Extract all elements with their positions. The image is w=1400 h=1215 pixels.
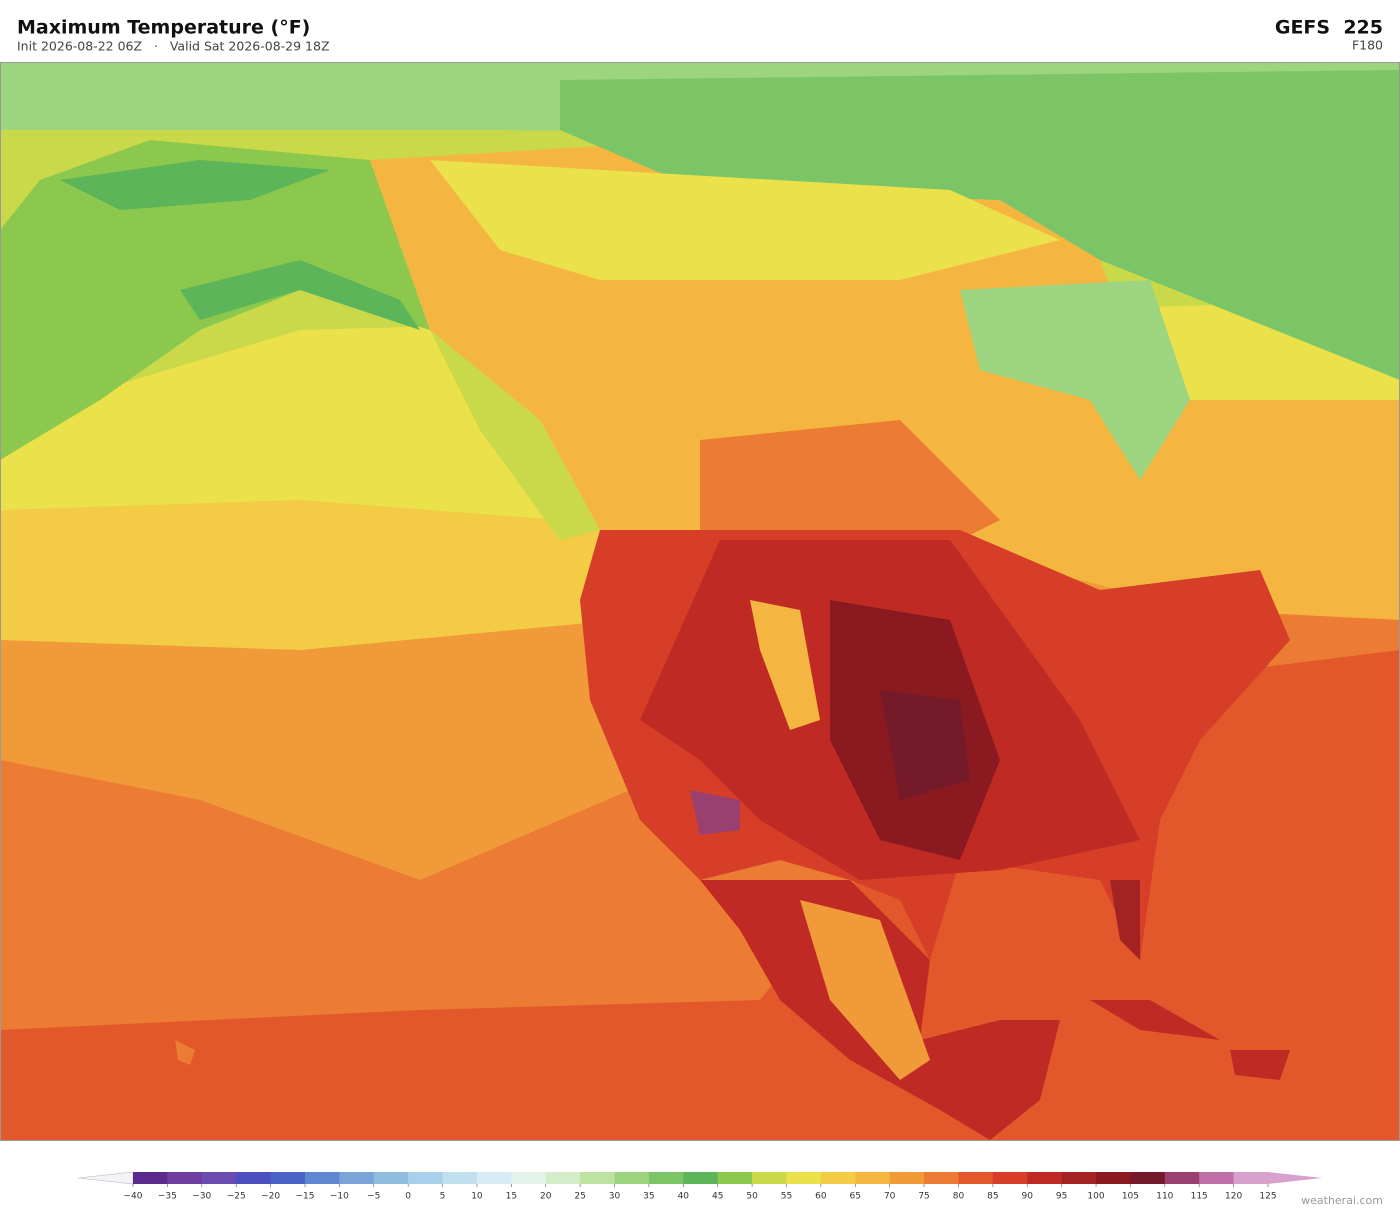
colorbar-swatch bbox=[133, 1172, 168, 1184]
hispaniola bbox=[1230, 1050, 1290, 1080]
colorbar-tick-label: 15 bbox=[506, 1192, 517, 1202]
colorbar-tick-label: 60 bbox=[815, 1192, 827, 1202]
alaska-north bbox=[60, 160, 330, 210]
colorbar-tick-label: −20 bbox=[261, 1192, 280, 1202]
colorbar-extend-high bbox=[1268, 1172, 1322, 1184]
colorbar-swatch bbox=[889, 1172, 925, 1184]
colorbar-swatch bbox=[201, 1172, 237, 1184]
colorbar-swatch bbox=[614, 1172, 650, 1184]
colorbar-swatch bbox=[236, 1172, 271, 1184]
colorbar-swatch bbox=[1027, 1172, 1062, 1184]
colorbar-tick-label: 105 bbox=[1122, 1192, 1139, 1202]
colorbar-tick-label: 75 bbox=[918, 1192, 929, 1202]
colorbar-swatch bbox=[752, 1172, 787, 1184]
colorbar-swatch bbox=[786, 1172, 822, 1184]
subtitle: Init 2026-08-22 06Z · Valid Sat 2026-08-… bbox=[17, 39, 330, 54]
colorbar-swatch bbox=[1130, 1172, 1166, 1184]
credit: weatherai.com bbox=[1301, 1194, 1383, 1207]
desert-southwest bbox=[690, 790, 740, 835]
mexican-plateau bbox=[800, 900, 930, 1080]
colorbar-tick-label: 125 bbox=[1259, 1192, 1276, 1202]
colorbar-swatch bbox=[373, 1172, 409, 1184]
colorbar-swatch bbox=[476, 1172, 512, 1184]
colorbar-swatch bbox=[1096, 1172, 1131, 1184]
rockies bbox=[750, 600, 820, 730]
colorbar-tick-label: 70 bbox=[884, 1192, 896, 1202]
colorbar-tick-label: −30 bbox=[192, 1192, 211, 1202]
coastal-bc bbox=[430, 330, 600, 540]
colorbar-swatch bbox=[1199, 1172, 1234, 1184]
colorbar-tick-label: 40 bbox=[678, 1192, 690, 1202]
forecast-hour: F180 bbox=[1352, 38, 1383, 53]
prairies bbox=[700, 420, 1000, 540]
florida bbox=[1110, 880, 1140, 960]
colorbar-tick-label: 10 bbox=[471, 1192, 483, 1202]
colorbar-tick-label: 35 bbox=[643, 1192, 654, 1202]
colorbar-tick-label: 90 bbox=[1022, 1192, 1034, 1202]
northern-canada bbox=[430, 160, 1060, 280]
colorbar-tick-label: 65 bbox=[850, 1192, 861, 1202]
colorbar-swatch bbox=[167, 1172, 203, 1184]
colorbar-tick-label: 115 bbox=[1191, 1192, 1208, 1202]
colorbar-tick-label: 120 bbox=[1225, 1192, 1242, 1202]
colorbar-swatch bbox=[958, 1172, 994, 1184]
title: Maximum Temperature (°F) bbox=[17, 17, 310, 39]
colorbar-swatch bbox=[1233, 1172, 1269, 1184]
colorbar-tick-label: −10 bbox=[330, 1192, 349, 1202]
colorbar-tick-label: 80 bbox=[953, 1192, 965, 1202]
alaska-mountains bbox=[180, 260, 420, 330]
colorbar-swatch bbox=[511, 1172, 547, 1184]
colorbar: −40 −35 −30 −25 −20 −15 −10 −5 0 5 10 15 20 25 30 35 40 4… bbox=[77, 1171, 1322, 1202]
colorbar-swatch bbox=[442, 1172, 478, 1184]
cuba bbox=[1090, 1000, 1220, 1040]
colorbar-swatch bbox=[924, 1172, 959, 1184]
colorbar-tick-label: 85 bbox=[987, 1192, 998, 1202]
colorbar-tick-label: 110 bbox=[1156, 1192, 1173, 1202]
colorbar-tick-label: 25 bbox=[574, 1192, 585, 1202]
map bbox=[0, 62, 1400, 1140]
colorbar-swatch bbox=[683, 1172, 718, 1184]
colorbar-swatch bbox=[1061, 1172, 1097, 1184]
model-label: GEFS 225 bbox=[1275, 17, 1383, 39]
colorbar-tick-label: 100 bbox=[1087, 1192, 1104, 1202]
colorbar-tick-label: 30 bbox=[609, 1192, 621, 1202]
colorbar-swatch bbox=[992, 1172, 1028, 1184]
colorbar-tick-label: 95 bbox=[1056, 1192, 1067, 1202]
colorbar-tick-label: −25 bbox=[227, 1192, 246, 1202]
colorbar-tick-label: 50 bbox=[746, 1192, 758, 1202]
colorbar-swatch bbox=[304, 1172, 340, 1184]
colorbar-swatch bbox=[270, 1172, 306, 1184]
colorbar-swatch bbox=[1164, 1172, 1200, 1184]
colorbar-swatch bbox=[339, 1172, 375, 1184]
colorbar-tick-label: −40 bbox=[124, 1192, 143, 1202]
hudson-bay bbox=[960, 280, 1190, 480]
colorbar-tick-label: 0 bbox=[405, 1192, 411, 1202]
colorbar-tick-label: 45 bbox=[712, 1192, 723, 1202]
colorbar-tick-label: 5 bbox=[440, 1192, 446, 1202]
colorbar-swatch bbox=[717, 1172, 753, 1184]
colorbar-tick-label: −35 bbox=[158, 1192, 177, 1202]
colorbar-tick-label: 55 bbox=[781, 1192, 792, 1202]
colorbar-swatch bbox=[855, 1172, 890, 1184]
colorbar-swatch bbox=[648, 1172, 684, 1184]
colorbar-swatch bbox=[580, 1172, 615, 1184]
extreme-core bbox=[880, 690, 970, 800]
colorbar-extend-low bbox=[77, 1171, 134, 1185]
colorbar-tick-label: 20 bbox=[540, 1192, 552, 1202]
colorbar-tick-label: −15 bbox=[295, 1192, 314, 1202]
arctic-islands bbox=[560, 70, 1400, 380]
colorbar-swatch bbox=[820, 1172, 856, 1184]
colorbar-swatch bbox=[545, 1172, 581, 1184]
colorbar-tick-label: −5 bbox=[367, 1192, 380, 1202]
hawaii bbox=[175, 1040, 195, 1065]
colorbar-swatch bbox=[408, 1172, 443, 1184]
